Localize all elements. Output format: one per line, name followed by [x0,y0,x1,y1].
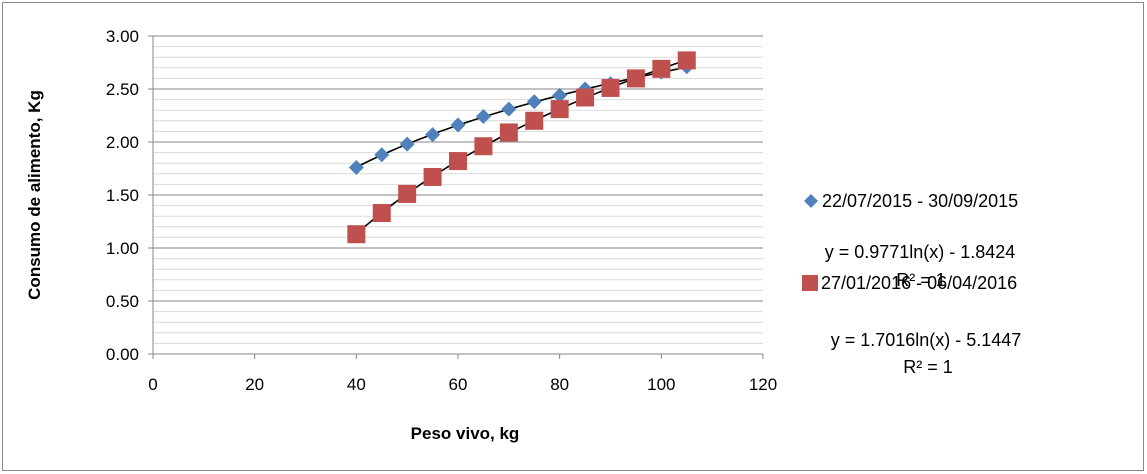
y-tick-labels: 0.00 0.50 1.00 1.50 2.00 2.50 3.00 [106,27,153,364]
data-point-series-1 [399,136,415,152]
data-point-series-2 [398,184,417,203]
data-point-series-1 [450,117,466,133]
y-tick-label: 0.00 [106,345,139,364]
legend-marker-diamond [804,194,818,208]
data-point-series-1 [501,101,517,117]
y-axis-title: Consumo de alimento, Kg [25,90,44,300]
data-point-series-1 [475,109,491,125]
data-point-series-2 [449,152,467,171]
data-point-series-2 [525,111,544,130]
data-point-series-1 [552,87,568,103]
data-point-series-2 [423,167,442,186]
data-point-series-2 [550,100,569,119]
x-tick-labels: 0 20 40 60 80 100 120 [148,354,777,394]
trendline-equation-series-1: y = 0.9771ln(x) - 1.8424 [825,242,1016,262]
legend-marker-square-visible [802,275,818,291]
gridlines [153,35,763,344]
data-point-series-2 [652,59,671,78]
data-point-series-2 [677,51,696,70]
trendline-equation-series-2: y = 1.7016ln(x) - 5.1447 [831,330,1022,350]
legend-label-series-2: 27/01/2016 - 06/04/2016 [821,273,1017,293]
legend-label-series-1: 22/07/2015 - 30/09/2015 [822,191,1018,211]
data-point-series-2 [499,123,518,142]
legend-item-series-2: 27/01/2016 - 06/04/2016 [802,273,1017,293]
data-point-series-1 [348,159,364,175]
trendline-r2-series-1: R² = 1 [896,270,946,290]
data-point-series-2 [601,78,620,97]
legend: 22/07/2015 - 30/09/2015 y = 0.9771ln(x) … [802,191,1021,377]
x-axis-title: Peso vivo, kg [411,424,520,443]
x-tick-label: 100 [647,375,675,394]
data-points [347,51,696,244]
x-tick-label: 40 [347,375,366,394]
data-point-series-1 [425,127,441,143]
data-point-series-2 [347,225,366,244]
x-tick-label: 80 [550,375,569,394]
y-tick-label: 2.00 [106,133,139,152]
y-tick-label: 1.00 [106,239,139,258]
y-tick-label: 3.00 [106,27,139,46]
y-tick-label: 0.50 [106,292,139,311]
legend-item-series-1: 22/07/2015 - 30/09/2015 [804,191,1018,211]
data-point-series-2 [626,69,645,88]
x-tick-label: 0 [148,375,157,394]
data-point-series-2 [576,88,595,107]
y-tick-label: 1.50 [106,186,139,205]
trendline-r2-series-2: R² = 1 [903,357,953,377]
x-tick-label: 60 [449,375,468,394]
data-point-series-1 [526,94,542,110]
y-tick-label: 2.50 [106,80,139,99]
data-point-series-1 [374,147,390,163]
x-tick-label: 20 [245,375,264,394]
data-point-series-2 [372,204,391,223]
data-point-series-2 [474,137,493,156]
x-tick-label: 120 [749,375,777,394]
